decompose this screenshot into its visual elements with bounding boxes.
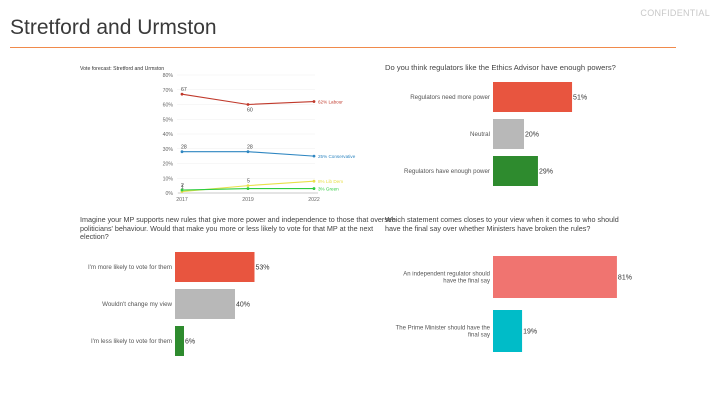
series-point (312, 100, 316, 103)
x-tick-label: 2022 (308, 197, 320, 203)
series-point (312, 154, 316, 158)
ethics-value-label: 29% (539, 169, 553, 176)
ethics-category-label: Neutral (470, 131, 490, 138)
series-point (246, 103, 250, 106)
series-point (246, 150, 250, 154)
y-tick-label: 70% (163, 88, 174, 94)
y-tick-label: 10% (163, 176, 174, 182)
series-point (180, 150, 184, 154)
mp-category-label: Wouldn't change my view (102, 301, 172, 308)
line-chart-title: Vote forecast: Stretford and Urmston (80, 66, 164, 72)
series-point (246, 187, 250, 190)
series-point (312, 187, 316, 190)
series-point (180, 92, 184, 96)
point-label: 2 (181, 183, 184, 189)
x-tick-label: 2017 (176, 197, 188, 203)
final-say-category-label: The Prime Minister should have the (396, 326, 491, 332)
y-tick-label: 60% (163, 103, 174, 109)
final-say-category-label: final say (468, 333, 490, 339)
final-say-category-label: An independent regulator should (403, 272, 490, 278)
mp-value-label: 53% (256, 265, 270, 272)
series-point (180, 188, 184, 192)
point-label: 28 (247, 145, 253, 151)
slide-title: Stretford and Urmston (10, 16, 217, 39)
ethics-value-label: 20% (525, 132, 539, 139)
mp-value-label: 40% (236, 302, 250, 309)
point-label: 60 (247, 108, 253, 114)
series-line-labour (181, 93, 315, 106)
mp-category-label: I'm more likely to vote for them (88, 264, 172, 271)
final-say-question: Which statement comes closes to your vie… (385, 215, 619, 233)
title-divider (10, 47, 676, 48)
final-say-bar (493, 256, 617, 298)
confidential-label: CONFIDENTIAL (640, 8, 710, 18)
y-tick-label: 40% (163, 132, 174, 138)
mp-value-label: 6% (185, 339, 195, 346)
point-label: 67 (181, 87, 187, 93)
final-say-category-label: have the final say (443, 279, 490, 285)
final-say-value-label: 81% (618, 275, 632, 282)
ethics-bar (493, 119, 524, 149)
ethics-value-label: 51% (573, 95, 587, 102)
y-tick-label: 20% (163, 162, 174, 168)
series-end-label: 3% Green (318, 187, 339, 192)
y-tick-label: 80% (163, 73, 174, 79)
final-say-value-label: 19% (523, 329, 537, 336)
series-point (312, 179, 316, 183)
series-point (246, 184, 250, 188)
y-tick-label: 30% (163, 147, 174, 153)
series-end-label: 62% Labour (318, 100, 343, 105)
point-label: 28 (181, 145, 187, 151)
mp-category-label: I'm less likely to vote for them (91, 338, 172, 345)
y-tick-label: 50% (163, 117, 174, 123)
point-label: 1 (181, 185, 184, 191)
ethics-category-label: Regulators have enough power (404, 168, 490, 175)
x-tick-label: 2019 (242, 197, 254, 203)
ethics-category-label: Regulators need more power (410, 94, 490, 101)
mp-bar (175, 289, 235, 319)
ethics-question: Do you think regulators like the Ethics … (385, 63, 616, 72)
series-end-label: 8% Lib Dem (318, 179, 343, 184)
mp-bar (175, 252, 255, 282)
mp-question: Imagine your MP supports new rules that … (80, 215, 396, 242)
y-tick-label: 0% (166, 191, 174, 197)
final-say-bar (493, 310, 523, 352)
ethics-bar (493, 82, 573, 112)
mp-bar (175, 326, 184, 356)
series-end-label: 25% Conservative (318, 154, 356, 159)
ethics-bar (493, 156, 538, 186)
point-label: 5 (247, 179, 250, 185)
